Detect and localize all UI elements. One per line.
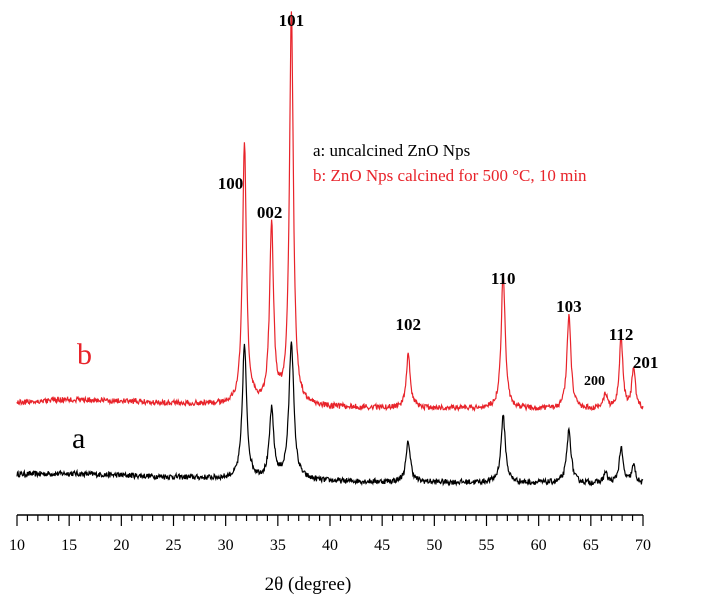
x-tick-label: 20 <box>113 537 129 554</box>
x-tick-label: 70 <box>635 537 651 554</box>
peak-label-002: 002 <box>257 203 283 222</box>
peak-label-102: 102 <box>396 315 422 334</box>
x-tick-label: 65 <box>583 537 599 554</box>
peak-label-200: 200 <box>584 374 605 389</box>
legend-entry-b: b: ZnO Nps calcined for 500 °C, 10 min <box>313 166 587 185</box>
legend-entry-a: a: uncalcined ZnO Nps <box>313 141 470 160</box>
x-tick-label: 45 <box>374 537 390 554</box>
peak-label-101: 101 <box>279 11 305 30</box>
x-tick-label: 35 <box>270 537 286 554</box>
x-tick-label: 15 <box>61 537 77 554</box>
series-layer <box>16 11 644 487</box>
x-axis: 10 15 20 25 30 35 40 45 50 55 60 65 70 <box>9 514 651 554</box>
series-a-line <box>16 341 644 487</box>
x-tick-label: 55 <box>479 537 495 554</box>
peak-label-100: 100 <box>218 174 244 193</box>
peak-label-201: 201 <box>633 353 659 372</box>
x-tick-label: 60 <box>531 537 547 554</box>
x-tick-label: 10 <box>9 537 25 554</box>
peak-label-110: 110 <box>491 269 516 288</box>
curve-tag-a: a <box>72 422 85 455</box>
peak-labels: 100 002 101 102 110 103 200 112 201 <box>218 11 659 389</box>
x-tick-label: 40 <box>322 537 338 554</box>
series-b-line <box>16 11 644 413</box>
x-tick-label: 50 <box>426 537 442 554</box>
x-tick-label: 30 <box>218 537 234 554</box>
peak-label-112: 112 <box>609 325 634 344</box>
peak-label-103: 103 <box>556 297 582 316</box>
x-axis-title: 2θ (degree) <box>265 574 352 595</box>
curve-tag-b: b <box>77 338 92 371</box>
x-tick-label: 25 <box>166 537 182 554</box>
